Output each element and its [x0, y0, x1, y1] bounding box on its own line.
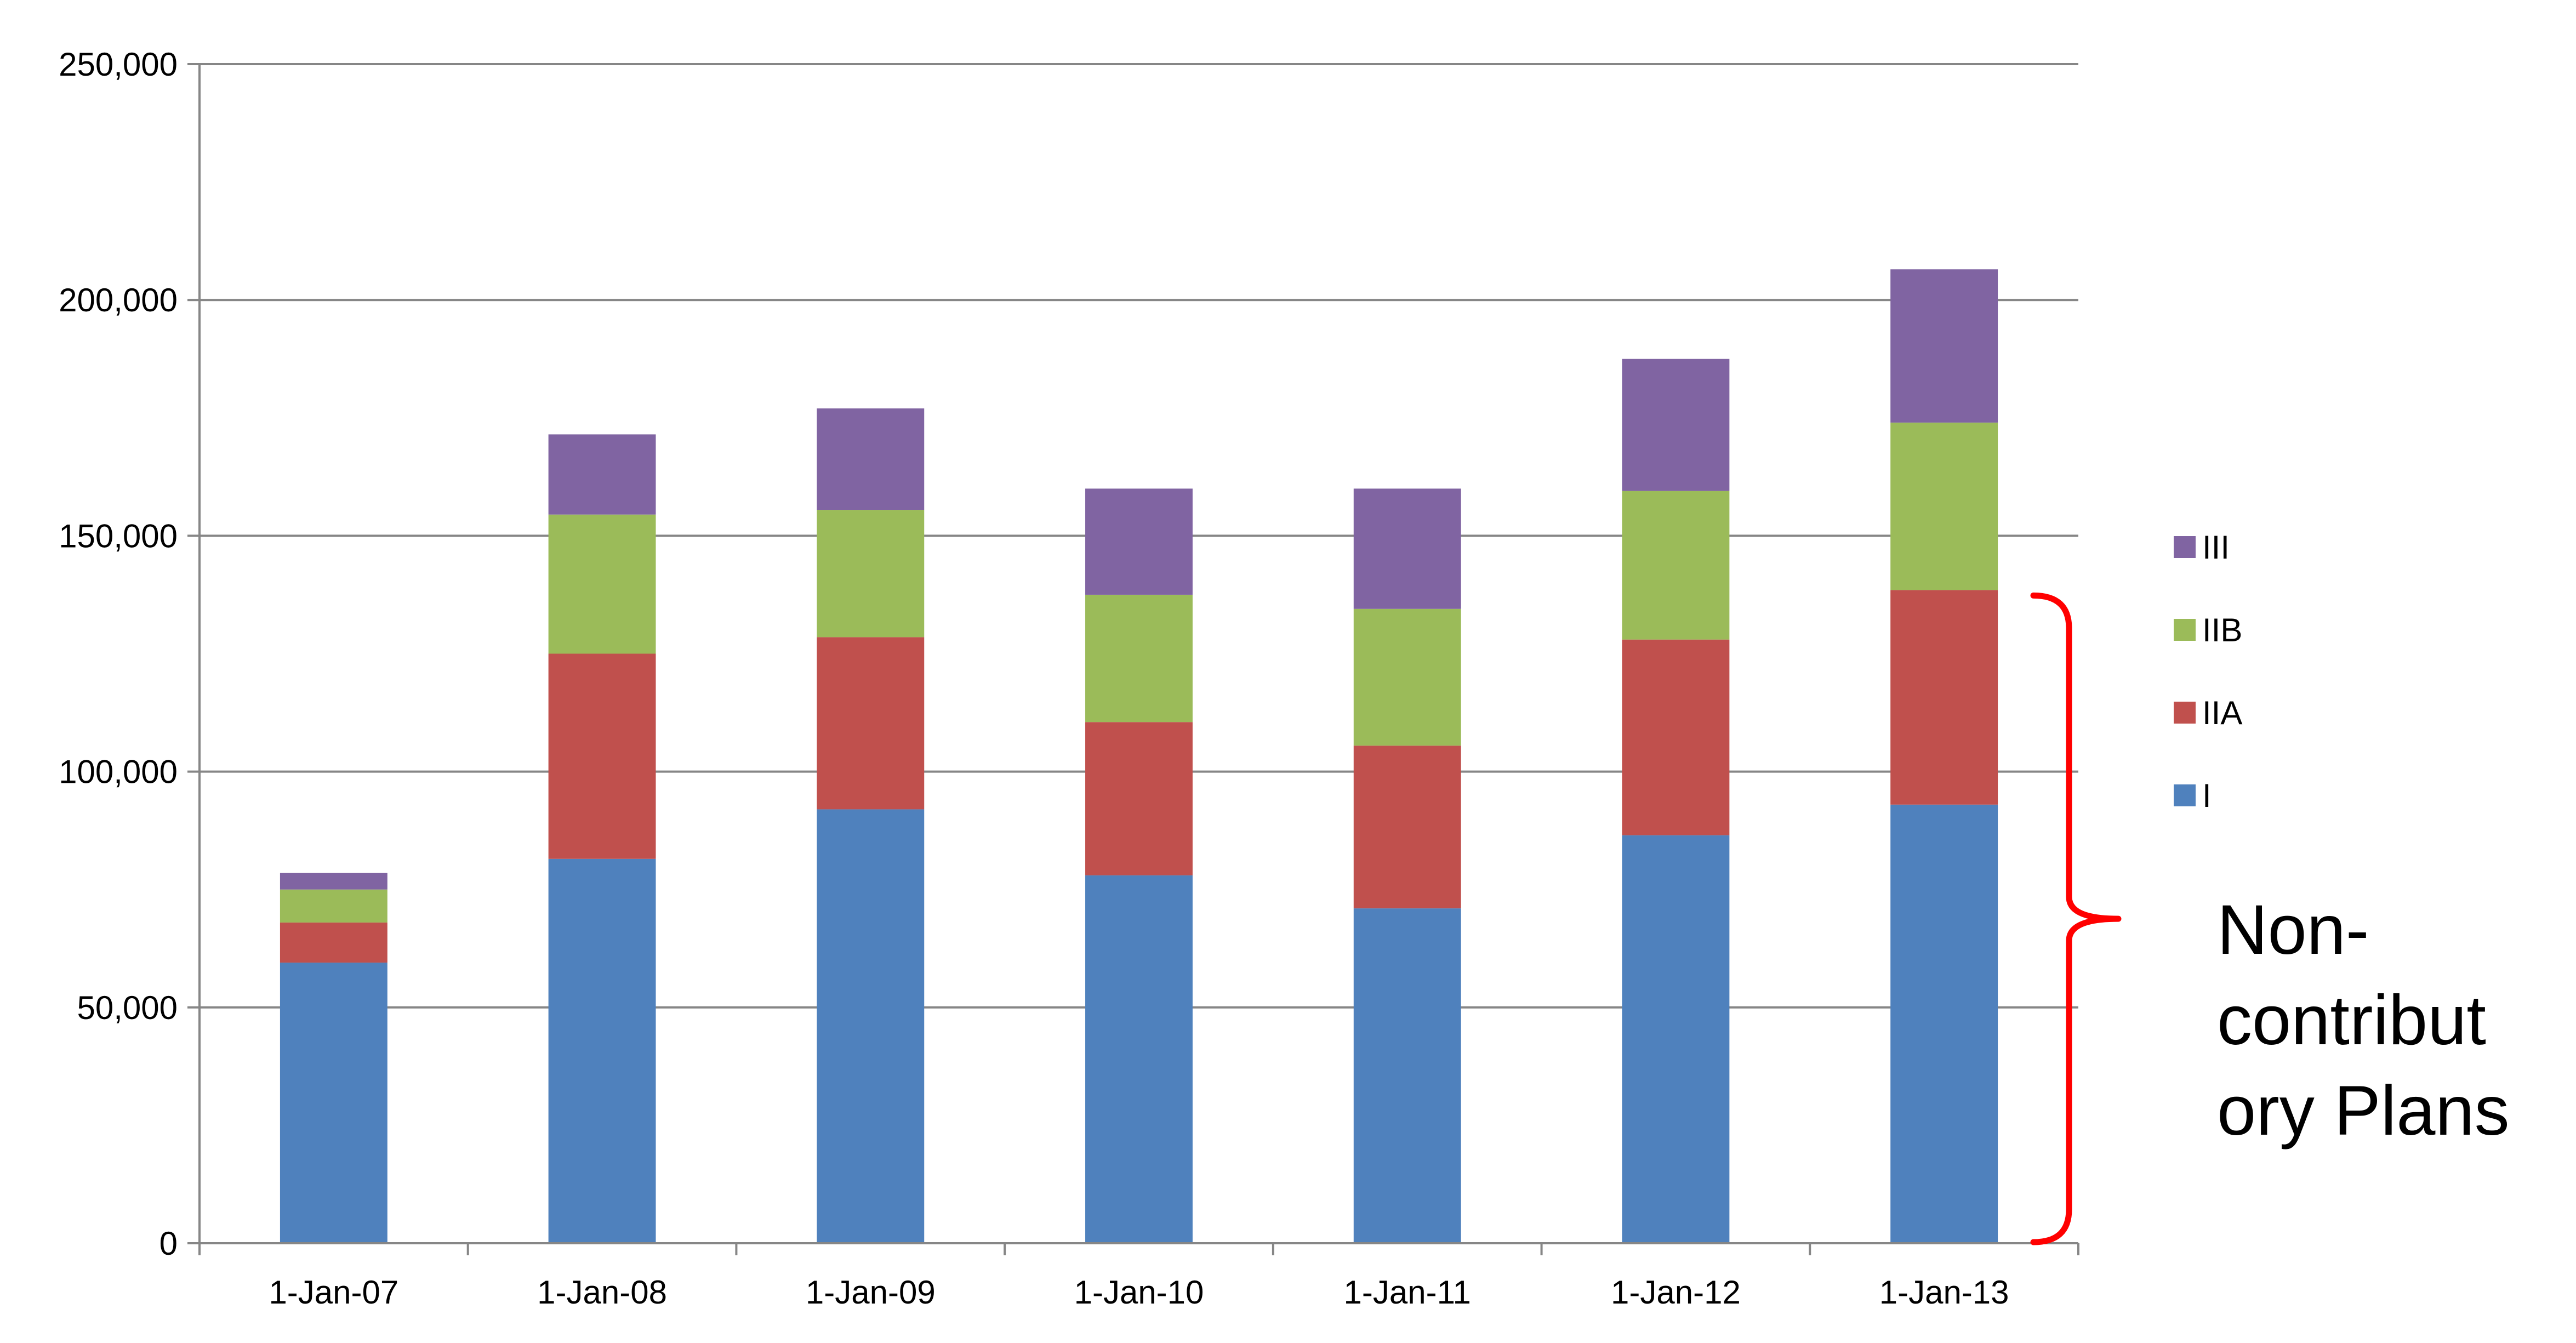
legend-swatch-iib — [2174, 619, 2196, 641]
bar-segment-iib — [1085, 594, 1193, 722]
bar-segment-i — [1890, 804, 1998, 1243]
y-tick-label: 0 — [159, 1225, 178, 1262]
legend-label-iii: III — [2202, 529, 2230, 566]
y-tick-label: 50,000 — [77, 989, 178, 1026]
annotation-line-2: contribut — [2217, 981, 2486, 1060]
bar-segment-iii — [1622, 358, 1730, 491]
x-tick-label: 1-Jan-11 — [1344, 1274, 1471, 1311]
legend-swatch-i — [2174, 784, 2196, 806]
bar-segment-iii — [1353, 488, 1461, 609]
bar-segment-iib — [1353, 608, 1461, 746]
bar-segment-iii — [1890, 269, 1998, 423]
x-tick-label: 1-Jan-13 — [1879, 1274, 2009, 1311]
x-tick-label: 1-Jan-07 — [269, 1274, 398, 1311]
bar-segment-iia — [1085, 722, 1193, 875]
bar-segment-iia — [817, 637, 925, 810]
x-tick-label: 1-Jan-08 — [537, 1274, 667, 1311]
legend-swatch-iia — [2174, 702, 2196, 724]
bar-segment-i — [548, 858, 656, 1243]
bar-segment-iib — [280, 889, 387, 923]
bar-segment-i — [817, 809, 925, 1243]
bar-segment-iia — [548, 653, 656, 859]
legend: III IIB IIA I — [2174, 529, 2242, 814]
bar-segment-iia — [1622, 639, 1730, 835]
bar-segment-iii — [280, 873, 387, 890]
bars — [280, 269, 1998, 1243]
legend-swatch-iii — [2174, 536, 2196, 558]
bar-segment-iia — [280, 922, 387, 963]
x-tick-label: 1-Jan-12 — [1611, 1274, 1741, 1311]
bar-segment-iii — [1085, 488, 1193, 595]
annotation-line-1: Non- — [2217, 891, 2369, 969]
bar-segment-iib — [817, 510, 925, 638]
annotation-line-3: ory Plans — [2217, 1072, 2510, 1150]
bar-segment-iia — [1890, 590, 1998, 805]
bar-segment-iii — [817, 408, 925, 510]
bar-segment-iib — [548, 514, 656, 654]
curly-brace-annotation — [2030, 592, 2122, 1245]
x-tick-label: 1-Jan-10 — [1074, 1274, 1204, 1311]
bar-segment-iib — [1890, 422, 1998, 590]
bar-segment-i — [1622, 835, 1730, 1243]
bar-segment-i — [1085, 875, 1193, 1243]
bar-segment-iib — [1622, 491, 1730, 640]
y-axis-tick-labels: 0 50,000 100,000 150,000 200,000 250,000 — [59, 46, 178, 1262]
y-tick-label: 250,000 — [59, 46, 178, 83]
annotation: Non- contribut ory Plans — [2030, 592, 2510, 1245]
legend-label-i: I — [2202, 777, 2212, 814]
x-tick-label: 1-Jan-09 — [806, 1274, 936, 1311]
y-tick-label: 200,000 — [59, 282, 178, 318]
y-tick-label: 100,000 — [59, 754, 178, 790]
axes — [187, 63, 2079, 1255]
bar-segment-iii — [548, 434, 656, 515]
bar-segment-i — [1353, 908, 1461, 1243]
x-axis-tick-labels: 1-Jan-07 1-Jan-08 1-Jan-09 1-Jan-10 1-Jan-11… — [269, 1274, 2009, 1311]
bar-segment-iia — [1353, 746, 1461, 909]
y-tick-label: 150,000 — [59, 517, 178, 554]
legend-label-iia: IIA — [2202, 695, 2242, 731]
legend-label-iib: IIB — [2202, 612, 2242, 648]
bar-segment-i — [280, 963, 387, 1243]
